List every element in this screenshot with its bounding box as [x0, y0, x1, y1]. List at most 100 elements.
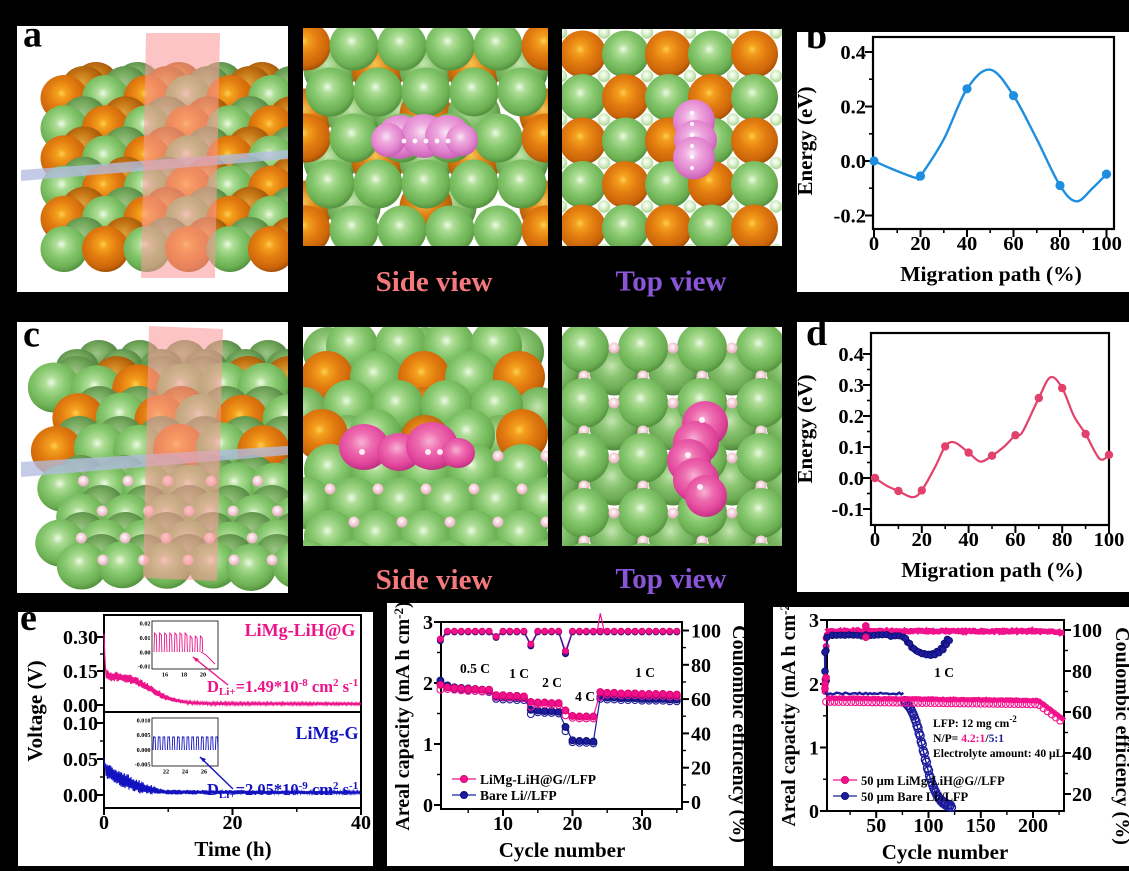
svg-text:20: 20 — [200, 672, 206, 679]
svg-text:0.10: 0.10 — [63, 713, 98, 735]
svg-text:Bare Li//LFP: Bare Li//LFP — [480, 788, 557, 803]
svg-text:2: 2 — [423, 673, 433, 695]
svg-text:0.3: 0.3 — [838, 375, 864, 397]
svg-text:0.4: 0.4 — [840, 42, 866, 64]
svg-text:0.005: 0.005 — [137, 732, 151, 739]
svg-text:3: 3 — [423, 612, 433, 634]
svg-text:-0.01: -0.01 — [138, 664, 151, 671]
svg-text:1 C: 1 C — [934, 665, 954, 680]
svg-text:0.30: 0.30 — [63, 627, 98, 649]
svg-text:0.02: 0.02 — [140, 621, 151, 628]
svg-text:Top view: Top view — [616, 563, 727, 595]
svg-text:Electrolyte amount: 40 μL: Electrolyte amount: 40 μL — [933, 747, 1064, 760]
svg-text:1: 1 — [423, 734, 433, 756]
svg-text:-0.1: -0.1 — [832, 499, 864, 521]
svg-text:20: 20 — [912, 529, 933, 551]
svg-text:0.2: 0.2 — [838, 406, 864, 428]
svg-text:10: 10 — [493, 813, 513, 835]
svg-text:Energy (eV): Energy (eV) — [793, 86, 817, 195]
svg-text:Coulombic efficiency (%): Coulombic efficiency (%) — [1111, 627, 1129, 845]
svg-text:100: 100 — [691, 621, 721, 643]
svg-text:1 C: 1 C — [509, 666, 529, 681]
svg-text:20: 20 — [691, 758, 711, 780]
svg-text:1: 1 — [809, 738, 819, 760]
svg-text:30: 30 — [632, 813, 652, 835]
svg-text:0.01: 0.01 — [140, 635, 151, 642]
svg-text:Side view: Side view — [376, 564, 493, 596]
svg-text:100: 100 — [1094, 529, 1125, 551]
svg-text:0.00: 0.00 — [140, 649, 151, 656]
svg-text:4 C: 4 C — [575, 689, 595, 704]
svg-text:DLi+=1.49*10-8 cm2 s-1: DLi+=1.49*10-8 cm2 s-1 — [207, 677, 358, 698]
svg-text:0: 0 — [691, 792, 701, 814]
svg-text:0: 0 — [99, 812, 109, 834]
svg-text:c: c — [23, 314, 40, 356]
svg-text:40: 40 — [691, 723, 711, 745]
svg-text:Top view: Top view — [616, 266, 727, 298]
svg-text:Side view: Side view — [376, 266, 493, 298]
svg-text:24: 24 — [182, 769, 188, 776]
svg-text:-0.005: -0.005 — [135, 762, 151, 769]
svg-text:40: 40 — [351, 812, 371, 834]
svg-text:18: 18 — [181, 672, 187, 679]
svg-text:0: 0 — [809, 801, 819, 823]
svg-text:20: 20 — [223, 812, 243, 834]
svg-text:40: 40 — [1072, 743, 1092, 765]
svg-text:Voltage (V): Voltage (V) — [23, 660, 47, 761]
svg-text:60: 60 — [691, 689, 711, 711]
svg-text:50: 50 — [866, 815, 886, 837]
svg-text:22: 22 — [163, 769, 169, 776]
svg-text:Areal capacity (mA h cm-2): Areal capacity (mA h cm-2) — [777, 597, 800, 826]
svg-text:26: 26 — [201, 769, 207, 776]
svg-text:0: 0 — [423, 795, 433, 817]
svg-text:60: 60 — [1003, 233, 1024, 255]
svg-text:b: b — [806, 15, 827, 57]
svg-text:0.5 C: 0.5 C — [460, 661, 490, 676]
svg-text:16: 16 — [162, 672, 168, 679]
svg-text:Coulombic efficiency (%): Coulombic efficiency (%) — [728, 625, 750, 843]
svg-text:50 μm LiMg-LiH@G//LFP: 50 μm LiMg-LiH@G//LFP — [861, 774, 1005, 788]
svg-text:Time (h): Time (h) — [194, 837, 271, 861]
svg-text:Energy (eV): Energy (eV) — [793, 374, 817, 483]
svg-text:DLi+=2.05*10-9 cm2 s-1: DLi+=2.05*10-9 cm2 s-1 — [207, 780, 358, 801]
svg-text:0: 0 — [869, 233, 879, 255]
svg-text:50 μm Bare Li//LFP: 50 μm Bare Li//LFP — [861, 790, 969, 804]
svg-text:0.4: 0.4 — [838, 344, 864, 366]
svg-text:40: 40 — [957, 233, 978, 255]
svg-text:80: 80 — [1050, 233, 1071, 255]
svg-text:LiMg-LiH@G//LFP: LiMg-LiH@G//LFP — [480, 772, 596, 787]
svg-text:80: 80 — [691, 655, 711, 677]
svg-text:Migration path (%): Migration path (%) — [900, 262, 1082, 286]
svg-text:60: 60 — [1072, 702, 1092, 724]
svg-text:Migration path (%): Migration path (%) — [901, 558, 1083, 582]
svg-text:0.2: 0.2 — [840, 97, 866, 119]
svg-text:200: 200 — [1018, 815, 1048, 837]
svg-text:Areal capacity (mA h cm-2): Areal capacity (mA h cm-2) — [391, 601, 414, 830]
svg-text:0.15: 0.15 — [63, 661, 98, 683]
svg-text:0.000: 0.000 — [137, 747, 151, 754]
svg-text:Cycle number: Cycle number — [499, 838, 626, 862]
svg-text:0.0: 0.0 — [840, 151, 866, 173]
svg-text:a: a — [23, 14, 42, 56]
svg-text:LFP: 12 mg cm-2: LFP: 12 mg cm-2 — [933, 714, 1017, 730]
svg-text:40: 40 — [958, 529, 979, 551]
svg-text:LiMg-G: LiMg-G — [296, 723, 359, 743]
svg-text:Cycle number: Cycle number — [882, 840, 1009, 864]
svg-text:2: 2 — [809, 674, 819, 696]
svg-text:N/P= 4.2:1/5:1: N/P= 4.2:1/5:1 — [933, 732, 1004, 745]
svg-text:d: d — [806, 312, 827, 354]
svg-text:150: 150 — [966, 815, 996, 837]
svg-text:20: 20 — [563, 813, 583, 835]
svg-text:0.05: 0.05 — [63, 749, 98, 771]
svg-text:1 C: 1 C — [635, 665, 655, 680]
svg-text:100: 100 — [1091, 233, 1122, 255]
svg-text:100: 100 — [914, 815, 944, 837]
svg-text:e: e — [20, 597, 37, 639]
svg-text:20: 20 — [1072, 784, 1092, 806]
svg-text:0.00: 0.00 — [63, 695, 98, 717]
svg-text:20: 20 — [910, 233, 931, 255]
svg-text:0.010: 0.010 — [137, 718, 151, 725]
svg-text:0: 0 — [870, 529, 880, 551]
svg-text:100: 100 — [1072, 620, 1102, 642]
svg-text:3: 3 — [809, 610, 819, 632]
